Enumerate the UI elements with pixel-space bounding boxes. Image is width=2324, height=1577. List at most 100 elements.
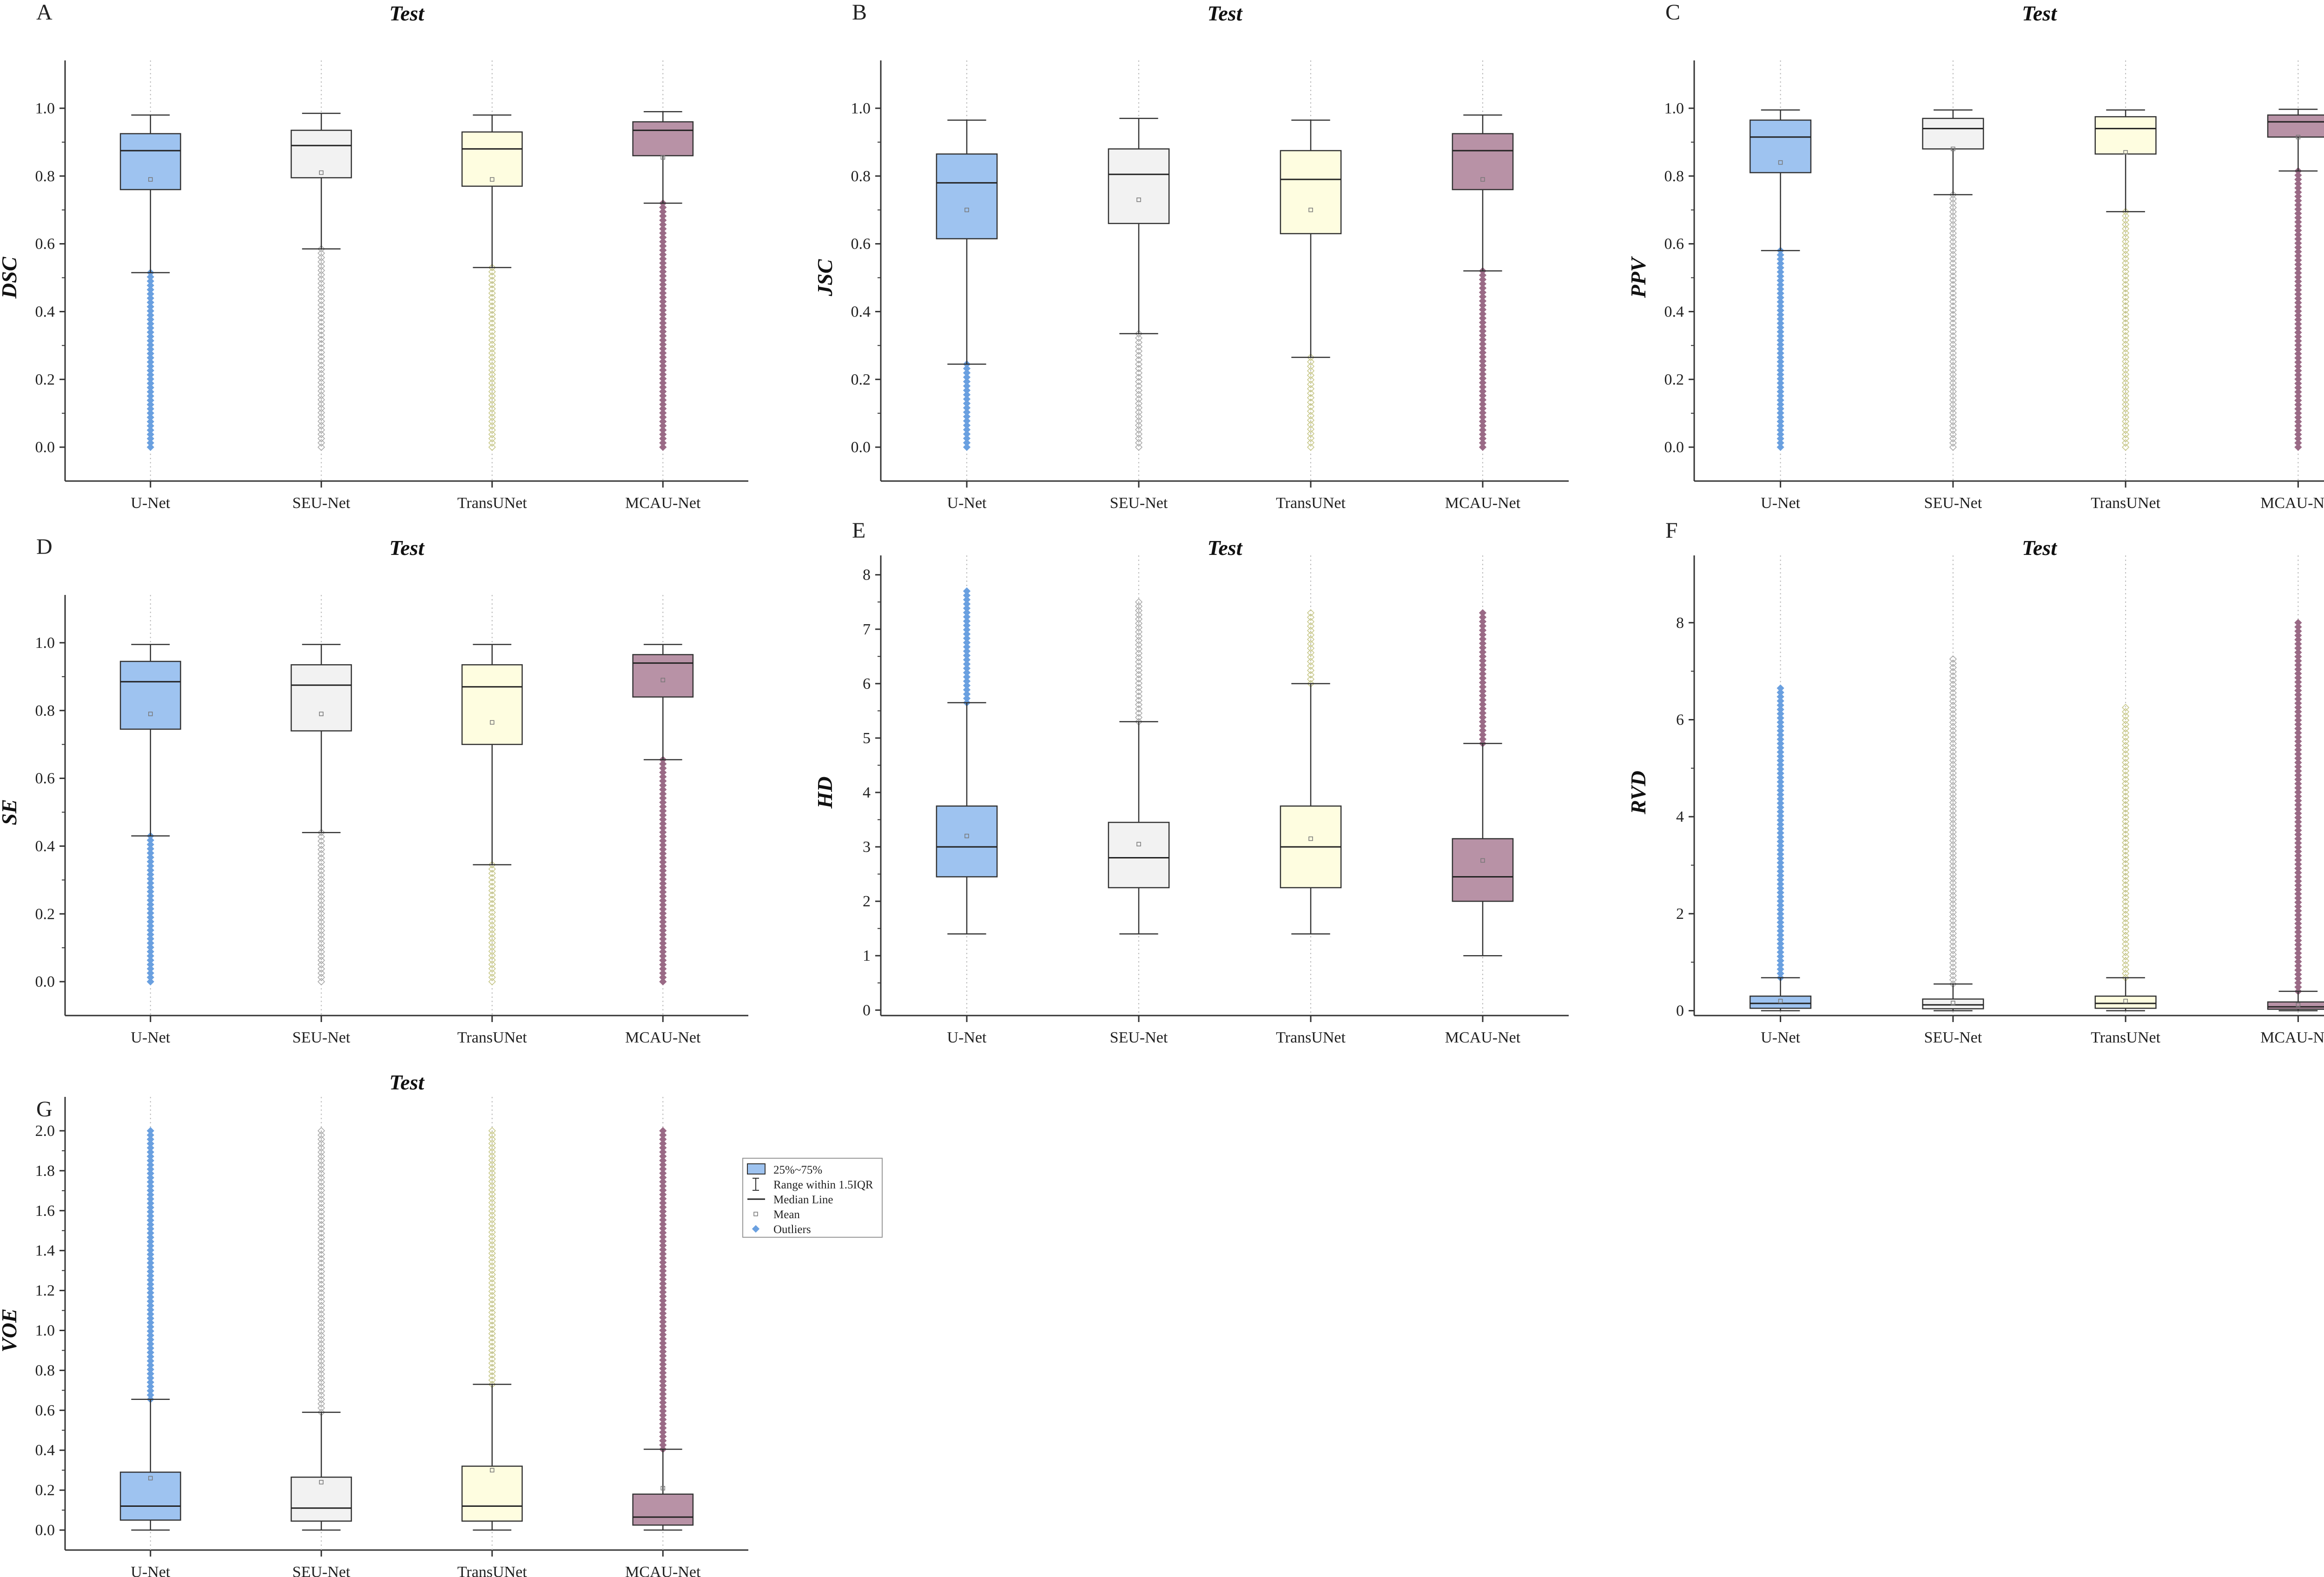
outlier-point <box>488 939 496 947</box>
outlier-point <box>146 371 154 379</box>
panel-letter: F <box>1665 518 1678 543</box>
outlier-point <box>659 1322 667 1330</box>
outlier-point <box>2121 443 2130 451</box>
box-mcau-net: MCAU-Net <box>2260 60 2324 512</box>
outlier-point <box>659 884 667 892</box>
outlier-point <box>2294 350 2302 358</box>
outlier-point <box>2294 665 2302 673</box>
outlier-point <box>2294 670 2302 678</box>
outlier-point <box>2294 775 2302 784</box>
outlier-point <box>659 841 667 849</box>
outlier-point <box>1776 345 1784 353</box>
outlier-point <box>317 944 325 951</box>
outlier-point <box>1949 955 1957 963</box>
outlier-point <box>1949 289 1957 297</box>
x-tick-label: MCAU-Net <box>625 1029 701 1046</box>
outlier-point <box>146 1191 154 1199</box>
outlier-point <box>1307 609 1315 617</box>
outlier-point <box>1776 370 1784 378</box>
outlier-point <box>1307 658 1315 666</box>
outlier-point <box>1135 413 1143 421</box>
outlier-point <box>1776 731 1784 739</box>
outlier-point <box>317 1234 325 1241</box>
y-tick-label: 0.0 <box>851 439 871 456</box>
outlier-point <box>317 969 325 977</box>
outlier-point <box>1949 409 1957 417</box>
outlier-point <box>317 939 325 947</box>
outlier-point <box>1776 948 1784 956</box>
outlier-point <box>488 306 496 314</box>
outlier-point <box>1307 412 1315 420</box>
outlier-point <box>659 845 667 853</box>
outlier-point <box>317 977 325 986</box>
outlier-point <box>2121 392 2130 400</box>
outlier-point <box>2294 924 2302 932</box>
outlier-point <box>1776 358 1784 366</box>
outlier-point <box>1135 395 1143 403</box>
box-mcau-net: MCAU-Net <box>625 1097 701 1577</box>
outlier-point <box>1776 294 1784 302</box>
outlier-point <box>317 867 325 875</box>
outlier-point <box>317 1199 325 1207</box>
outlier-point <box>146 1357 154 1365</box>
outlier-point <box>146 1165 154 1173</box>
outlier-point <box>317 1400 325 1408</box>
outlier-point <box>1949 866 1957 874</box>
outlier-point <box>146 913 154 921</box>
outlier-point <box>1776 782 1784 790</box>
outlier-point <box>1135 705 1143 713</box>
outlier-point <box>2121 400 2130 409</box>
outlier-point <box>2294 784 2302 792</box>
x-tick-label: TransUNet <box>457 1029 527 1046</box>
outlier-point <box>1949 664 1957 672</box>
outlier-point <box>317 310 325 317</box>
outlier-point <box>317 288 325 296</box>
outlier-point <box>1776 812 1784 820</box>
outlier-point <box>146 1348 154 1356</box>
outlier-point <box>659 965 667 973</box>
outlier-point <box>1135 386 1143 395</box>
outlier-point <box>963 643 971 651</box>
outlier-point <box>317 426 325 434</box>
outlier-point <box>317 409 325 417</box>
outlier-point <box>1479 713 1487 721</box>
outlier-point <box>2294 805 2302 813</box>
outlier-point <box>659 383 667 391</box>
outlier-point <box>1479 310 1487 318</box>
outlier-point <box>146 1361 154 1369</box>
outlier-point <box>146 977 154 986</box>
outlier-point <box>1776 795 1784 803</box>
outlier-point <box>2294 881 2302 890</box>
outlier-point <box>317 1152 325 1161</box>
outlier-point <box>659 1394 667 1402</box>
outlier-point <box>2294 286 2302 294</box>
outlier-point <box>488 1254 496 1261</box>
outlier-point <box>1776 722 1784 731</box>
outlier-point <box>146 1263 154 1271</box>
outlier-point <box>317 1242 325 1250</box>
outlier-point <box>963 587 971 595</box>
box-transunet: TransUNet <box>457 1097 527 1577</box>
outlier-point <box>659 212 667 220</box>
outlier-point <box>1479 722 1487 730</box>
legend-label: Median Line <box>773 1194 833 1206</box>
outlier-point <box>146 388 154 396</box>
outlier-point <box>146 345 154 353</box>
outlier-point <box>2121 733 2130 741</box>
outlier-point <box>1949 225 1957 233</box>
outlier-point <box>146 375 154 383</box>
outlier-point <box>146 935 154 943</box>
outlier-point <box>488 1304 496 1312</box>
outlier-point <box>1135 636 1143 645</box>
outlier-point <box>2294 699 2302 707</box>
outlier-point <box>1135 713 1143 721</box>
outlier-point <box>2294 192 2302 200</box>
outlier-point <box>659 238 667 246</box>
outlier-point <box>146 1144 154 1152</box>
outlier-point <box>1776 838 1784 845</box>
outlier-point <box>488 977 496 986</box>
outlier-point <box>2294 792 2302 800</box>
outlier-point <box>317 973 325 982</box>
outlier-point <box>2121 915 2130 923</box>
